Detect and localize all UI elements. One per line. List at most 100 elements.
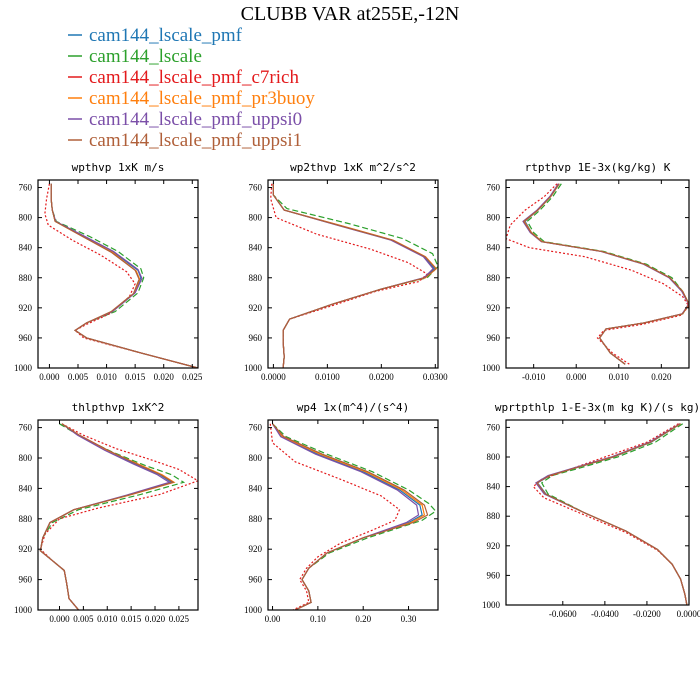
series-line — [50, 183, 198, 368]
y-tick-label: 760 — [19, 183, 33, 193]
x-tick-label: 0.010 — [609, 372, 630, 382]
panel: wprtpthlp 1-E-3x(m kg K)/(s kg) 760 800 840… — [482, 401, 700, 619]
series-line — [50, 183, 198, 368]
y-tick-label: 760 — [487, 183, 501, 193]
plot-frame — [267, 419, 439, 611]
x-tick-label: 0.010 — [96, 372, 117, 382]
panel-title: rtpthvp 1E-3x(kg/kg) K — [525, 161, 671, 174]
plot-frame — [37, 419, 199, 611]
panel: wp2thvp 1xK m^2/s^2 760 800 840 880 920 960 100… — [244, 161, 448, 382]
series-line — [523, 183, 689, 365]
y-tick-label: 880 — [249, 514, 263, 524]
panel: rtpthvp 1E-3x(kg/kg) K 760 800 840 880 920 960… — [482, 161, 690, 382]
series-line — [272, 183, 437, 368]
panel-series — [39, 423, 198, 610]
legend-label: cam144_lscale_pmf_uppsi1 — [89, 130, 302, 151]
series-line — [272, 423, 429, 610]
series-line — [44, 183, 198, 368]
y-tick-label: 800 — [487, 213, 501, 223]
y-tick-label: 880 — [249, 273, 263, 283]
y-tick-label: 880 — [19, 514, 33, 524]
panel-title: wpthvp 1xK m/s — [72, 161, 165, 174]
panel-series — [269, 423, 437, 610]
y-tick-label: 800 — [249, 453, 263, 463]
series-line — [540, 423, 688, 605]
x-tick-label: 0.005 — [68, 372, 89, 382]
x-tick-label: 0.015 — [121, 614, 142, 624]
y-tick-label: 760 — [249, 423, 263, 433]
series-line — [272, 423, 420, 610]
y-tick-label: 800 — [19, 453, 33, 463]
x-tick-label: 0.0000 — [261, 372, 286, 382]
y-tick-label: 1000 — [482, 363, 501, 373]
x-tick-label: -0.0400 — [591, 609, 619, 619]
legend-label: cam144_lscale_pmf — [89, 25, 243, 46]
panel-series — [270, 183, 438, 368]
series-line — [272, 183, 438, 368]
series-line — [536, 423, 688, 605]
series-line — [269, 423, 401, 610]
panel-series — [506, 183, 689, 365]
series-line — [532, 423, 688, 605]
x-tick-label: -0.0600 — [549, 609, 577, 619]
y-tick-label: 800 — [19, 213, 33, 223]
panel-title: wp4 1x(m^4)/(s^4) — [297, 401, 410, 414]
plot-frame — [267, 179, 439, 369]
y-tick-label: 840 — [487, 243, 501, 253]
x-tick-label: -0.010 — [522, 372, 546, 382]
legend: cam144_lscale_pmfcam144_lscalecam144_lsc… — [68, 25, 315, 151]
series-line — [39, 423, 175, 610]
series-line — [534, 423, 688, 605]
x-tick-label: 0.0100 — [315, 372, 340, 382]
y-tick-label: 920 — [249, 544, 263, 554]
plot-frame — [505, 419, 690, 606]
y-tick-label: 960 — [487, 333, 501, 343]
x-tick-label: 0.000 — [566, 372, 587, 382]
y-tick-label: 840 — [19, 243, 33, 253]
x-tick-label: 0.0200 — [369, 372, 394, 382]
x-tick-label: 0.005 — [73, 614, 94, 624]
y-tick-label: 960 — [249, 575, 263, 585]
y-tick-label: 880 — [19, 273, 33, 283]
series-line — [50, 183, 198, 368]
x-tick-label: 0.015 — [125, 372, 146, 382]
series-line — [272, 423, 437, 610]
panel-title: wp2thvp 1xK m^2/s^2 — [290, 161, 416, 174]
y-tick-label: 760 — [249, 183, 263, 193]
series-line — [39, 423, 198, 610]
panel: thlpthvp 1xK^2 760 800 840 880 920 960 1000 0.00… — [14, 401, 199, 624]
x-tick-label: 0.025 — [182, 372, 203, 382]
y-tick-label: 760 — [19, 423, 33, 433]
figure-title: CLUBB VAR at255E,-12N — [241, 3, 460, 25]
y-tick-label: 840 — [487, 482, 501, 492]
x-tick-label: 0.025 — [169, 614, 190, 624]
y-tick-label: 880 — [487, 511, 501, 521]
series-line — [536, 423, 688, 605]
series-line — [50, 183, 198, 368]
x-tick-label: 0.0000 — [677, 609, 700, 619]
x-tick-label: 0.000 — [39, 372, 60, 382]
y-tick-label: 920 — [19, 544, 33, 554]
y-tick-label: 760 — [487, 422, 501, 432]
y-tick-label: 960 — [19, 575, 33, 585]
series-line — [526, 183, 689, 365]
series-line — [50, 183, 198, 368]
panel-title: wprtpthlp 1-E-3x(m kg K)/(s kg) — [495, 401, 700, 414]
x-tick-label: 0.00 — [265, 614, 281, 624]
x-tick-label: 0.020 — [154, 372, 175, 382]
panel-series — [532, 423, 688, 605]
x-tick-label: 0.20 — [355, 614, 371, 624]
series-line — [272, 423, 426, 610]
x-tick-label: 0.30 — [401, 614, 417, 624]
y-tick-label: 1000 — [482, 600, 501, 610]
panel: wp4 1x(m^4)/(s^4)76080084088092096010000… — [244, 401, 439, 624]
plot-frame — [37, 179, 199, 369]
x-tick-label: 0.020 — [651, 372, 672, 382]
series-line — [506, 183, 689, 365]
x-tick-label: -0.0200 — [633, 609, 661, 619]
series-line — [272, 423, 423, 610]
y-tick-label: 920 — [487, 541, 501, 551]
series-line — [270, 183, 429, 368]
legend-label: cam144_lscale_pmf_uppsi0 — [89, 109, 302, 130]
